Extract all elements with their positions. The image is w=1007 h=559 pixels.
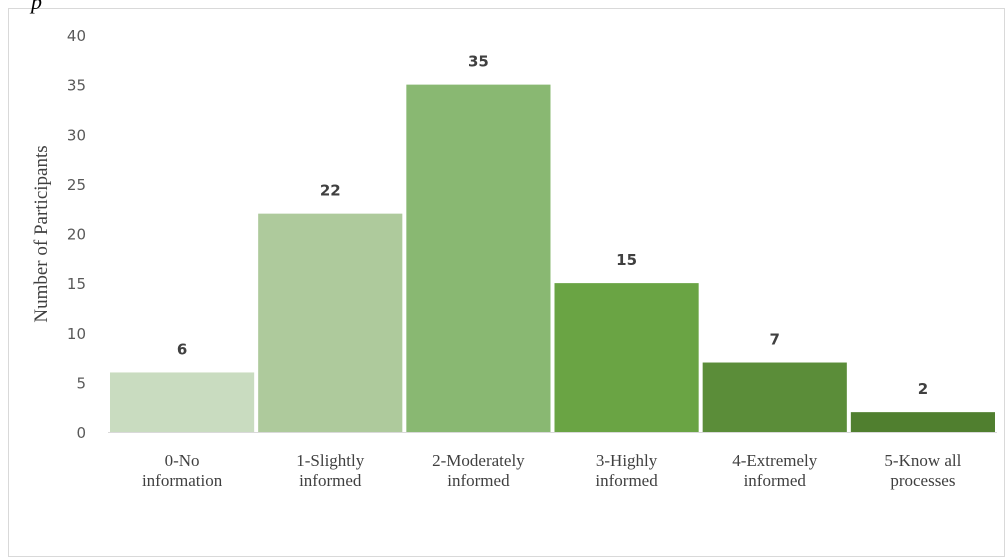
y-tick-label: 40 — [67, 27, 86, 45]
bar — [702, 362, 847, 432]
x-tick-label: 0-No information — [142, 451, 223, 490]
y-tick-label: 10 — [67, 325, 86, 343]
bars — [110, 84, 995, 432]
data-label: 15 — [616, 251, 637, 269]
x-axis: 0-No information 1-Slightly informed 2-Moder… — [108, 432, 997, 490]
bar — [110, 372, 255, 432]
top-caption: p — [31, 0, 42, 14]
bar — [554, 283, 699, 432]
x-tick-label: 3-Highly informed — [595, 451, 658, 490]
y-axis: 0 5 10 15 20 25 30 35 40 — [67, 27, 86, 442]
x-tick-label: 4-Extremely informed — [732, 451, 817, 490]
y-axis-title: Number of Participants — [31, 145, 52, 322]
data-label: 22 — [320, 182, 341, 200]
y-tick-label: 30 — [67, 126, 86, 144]
data-label: 7 — [770, 331, 780, 349]
data-label: 6 — [177, 340, 187, 358]
bar — [850, 412, 995, 432]
x-tick-label: 5-Know all processes — [884, 451, 961, 490]
y-tick-label: 5 — [76, 374, 86, 392]
x-tick-label: 1-Slightly informed — [296, 451, 365, 490]
y-tick-label: 15 — [67, 275, 86, 293]
bar — [258, 213, 403, 432]
data-label: 35 — [468, 53, 489, 71]
y-tick-label: 0 — [76, 424, 86, 442]
data-labels: 6 22 35 15 7 2 — [177, 53, 928, 399]
y-tick-label: 35 — [67, 77, 86, 95]
x-tick-label: 2-Moderately informed — [432, 451, 525, 490]
y-tick-label: 20 — [67, 226, 86, 244]
data-label: 2 — [918, 380, 928, 398]
bar — [406, 84, 551, 432]
y-tick-label: 25 — [67, 176, 86, 194]
